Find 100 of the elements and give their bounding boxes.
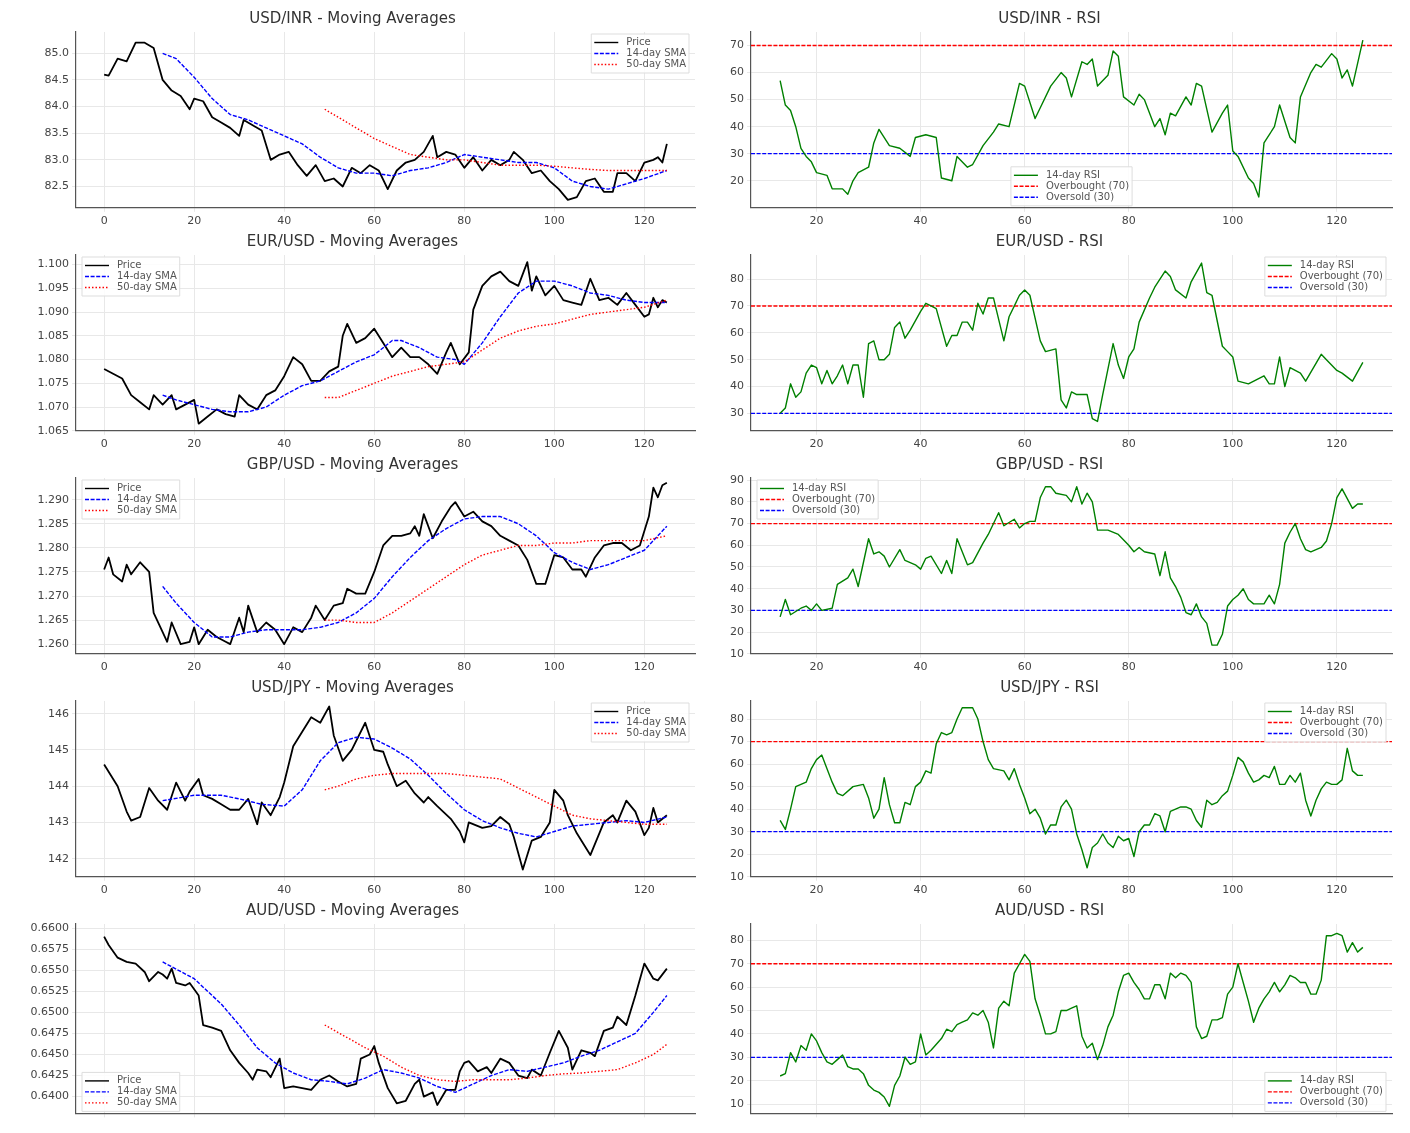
line-series	[324, 108, 668, 172]
x-tick-label: 20	[187, 883, 202, 897]
x-tick-label: 80	[1121, 214, 1136, 228]
legend-label: Oversold (30)	[792, 504, 861, 516]
y-tick-label: 85.0	[44, 46, 69, 60]
y-tick-label: 0.6400	[30, 1089, 69, 1103]
legend-label: 14-day SMA	[626, 47, 687, 59]
line-series	[161, 515, 668, 638]
x-tick-label: 120	[633, 660, 655, 674]
y-tick-label: 1.290	[37, 492, 69, 506]
x-tick-label: 120	[1326, 214, 1348, 228]
y-tick-label: 20	[730, 1073, 744, 1087]
chart-title: USD/INR - Moving Averages	[249, 8, 456, 27]
y-tick-label: 20	[730, 173, 744, 187]
x-tick-label: 20	[187, 214, 202, 228]
legend-label: 14-day RSI	[1299, 705, 1354, 717]
y-tick-label: 0.6475	[30, 1026, 69, 1040]
y-tick-label: 142	[48, 851, 69, 865]
line-series	[161, 736, 668, 838]
y-tick-label: 40	[730, 581, 744, 595]
x-tick-label: 60	[367, 660, 382, 674]
y-tick-label: 1.260	[37, 637, 69, 651]
y-tick-label: 1.070	[37, 399, 69, 413]
line-series	[324, 535, 668, 624]
legend-label: 14-day RSI	[1299, 259, 1354, 271]
x-tick-label: 60	[367, 883, 382, 897]
y-tick-label: 1.085	[37, 328, 69, 342]
x-tick-label: 60	[1017, 214, 1032, 228]
legend-label: Price	[626, 705, 651, 717]
x-tick-label: 60	[367, 437, 382, 451]
y-tick-label: 0.6550	[30, 963, 69, 977]
line-series	[324, 772, 668, 825]
y-tick-label: 1.095	[37, 281, 69, 295]
legend-label: Oversold (30)	[1299, 1096, 1369, 1108]
x-tick-label: 100	[1222, 660, 1244, 674]
y-tick-label: 30	[730, 1050, 744, 1064]
y-tick-label: 146	[48, 706, 69, 720]
legend-label: 14-day SMA	[117, 270, 177, 282]
x-tick-label: 40	[913, 214, 928, 228]
y-tick-label: 1.090	[37, 304, 69, 318]
y-tick-label: 10	[730, 1096, 744, 1110]
y-tick-label: 70	[730, 516, 744, 530]
y-tick-label: 40	[730, 802, 744, 816]
y-tick-label: 20	[730, 624, 744, 638]
legend-label: 50-day SMA	[117, 281, 177, 293]
x-tick-label: 0	[100, 214, 108, 228]
x-tick-label: 120	[633, 883, 655, 897]
y-tick-label: 1.080	[37, 352, 69, 366]
x-tick-label: 20	[809, 883, 824, 897]
y-tick-label: 60	[730, 979, 744, 993]
legend-label: Price	[117, 1074, 142, 1086]
legend-label: 50-day SMA	[626, 58, 687, 70]
y-tick-label: 60	[730, 538, 744, 552]
y-tick-label: 80	[730, 494, 744, 508]
x-tick-label: 60	[1017, 883, 1032, 897]
legend-label: Overbought (70)	[1299, 716, 1384, 728]
legend-label: Oversold (30)	[1299, 727, 1369, 739]
y-tick-label: 60	[730, 756, 744, 770]
y-tick-label: 80	[730, 711, 744, 725]
legend-label: 14-day RSI	[1045, 168, 1101, 180]
y-tick-label: 80	[730, 933, 744, 947]
x-tick-label: 0	[100, 437, 108, 451]
x-tick-label: 60	[367, 214, 382, 228]
x-tick-label: 80	[457, 883, 472, 897]
x-tick-label: 40	[913, 437, 928, 451]
y-tick-label: 1.270	[37, 588, 69, 602]
chart-title: GBP/USD - Moving Averages	[246, 454, 459, 473]
y-tick-label: 82.5	[44, 179, 69, 193]
x-tick-label: 120	[1326, 437, 1348, 451]
legend-label: 50-day SMA	[117, 504, 177, 516]
y-tick-label: 30	[730, 824, 744, 838]
legend-label: Price	[117, 482, 142, 494]
y-tick-label: 145	[48, 742, 69, 756]
x-tick-label: 40	[277, 214, 292, 228]
x-tick-label: 80	[457, 660, 472, 674]
x-tick-label: 100	[1222, 883, 1244, 897]
y-tick-label: 70	[730, 734, 744, 748]
x-tick-label: 40	[277, 437, 292, 451]
x-tick-label: 60	[1017, 437, 1032, 451]
y-tick-label: 70	[730, 38, 744, 52]
y-tick-label: 10	[730, 869, 744, 883]
x-tick-label: 100	[1222, 214, 1244, 228]
x-tick-label: 100	[543, 660, 565, 674]
x-tick-label: 100	[543, 437, 565, 451]
x-tick-label: 40	[277, 660, 292, 674]
legend-label: 14-day RSI	[792, 482, 847, 494]
x-tick-label: 40	[913, 660, 928, 674]
x-tick-label: 120	[1326, 883, 1348, 897]
y-tick-label: 0.6600	[30, 921, 69, 935]
chart-title: AUD/USD - Moving Averages	[245, 900, 460, 919]
y-tick-label: 84.5	[44, 72, 69, 86]
y-tick-label: 1.065	[37, 423, 69, 437]
y-tick-label: 1.075	[37, 376, 69, 390]
x-tick-label: 80	[1121, 883, 1136, 897]
y-tick-label: 1.285	[37, 516, 69, 530]
y-tick-label: 0.6500	[30, 1005, 69, 1019]
x-tick-label: 20	[809, 214, 824, 228]
chart-title: GBP/USD - RSI	[995, 454, 1104, 473]
legend-label: Overbought (70)	[1299, 270, 1384, 282]
y-tick-label: 20	[730, 847, 744, 861]
